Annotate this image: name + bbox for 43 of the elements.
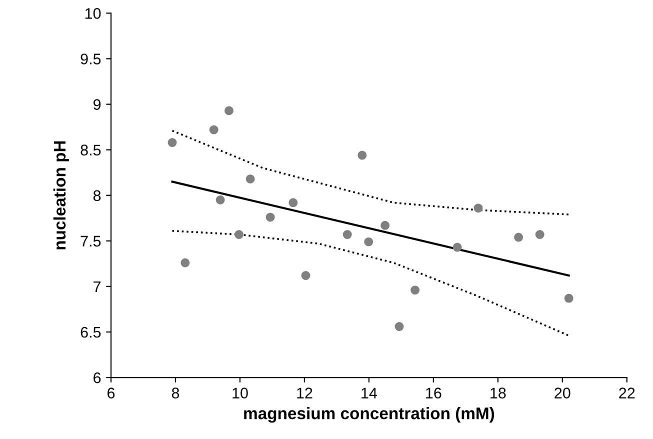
x-tick-label: 16 (426, 388, 442, 398)
point (246, 174, 255, 184)
y-tick-label: 6.5 (80, 326, 101, 338)
point (234, 230, 244, 240)
x-tick-label: 20 (554, 388, 570, 398)
point (168, 138, 177, 148)
point (209, 125, 218, 134)
point (394, 322, 404, 332)
y-tick-label: 8.5 (80, 144, 101, 156)
y-tick-label: 7 (94, 281, 101, 292)
x-tick-label: 18 (490, 388, 506, 398)
y-tick-label: 8 (93, 190, 101, 202)
y-tick-label: 9.5 (80, 54, 101, 64)
x-tick-label: 14 (362, 388, 377, 398)
point (288, 198, 298, 208)
point (564, 294, 574, 303)
point (380, 220, 390, 230)
x-axis-title: magnesium concentration (mM) (244, 407, 494, 423)
x-tick-label: 8 (172, 388, 180, 398)
point (224, 106, 234, 116)
x-tick-label: 6 (108, 388, 115, 398)
point (535, 230, 544, 240)
point (301, 271, 310, 280)
point (266, 212, 275, 222)
point (342, 230, 352, 240)
point (364, 237, 374, 246)
y-tick-label: 9 (94, 99, 101, 110)
x-tick-label: 22 (619, 388, 635, 398)
y-axis-title: nucleation pH (53, 141, 69, 250)
x-tick-label: 12 (297, 388, 312, 398)
point (474, 204, 483, 213)
point (452, 242, 462, 252)
line-series (171, 130, 570, 216)
y-tick-label: 10 (85, 8, 101, 19)
line-series (171, 230, 570, 337)
point (514, 232, 524, 242)
x-tick-label: 10 (232, 388, 248, 398)
point (358, 150, 367, 160)
point (216, 195, 225, 204)
point (180, 258, 190, 268)
y-tick-label: 6 (94, 372, 101, 384)
point (410, 286, 420, 295)
y-tick-label: 7.5 (80, 236, 101, 247)
